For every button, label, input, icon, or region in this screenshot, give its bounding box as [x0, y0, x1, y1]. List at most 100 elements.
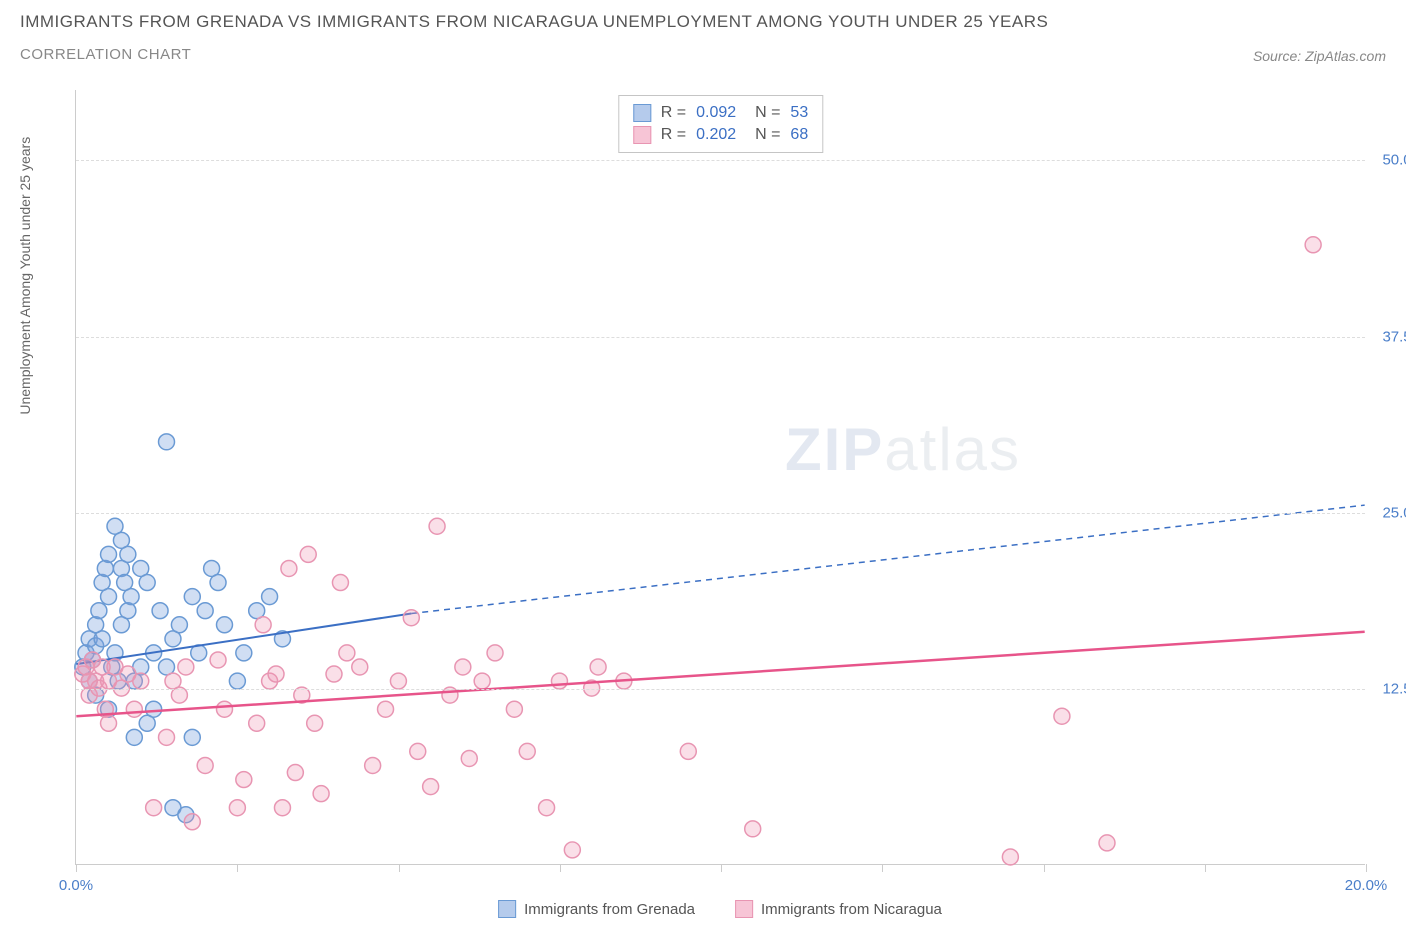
scatter-point: [146, 800, 162, 816]
scatter-point: [474, 673, 490, 689]
source-attribution: Source: ZipAtlas.com: [1253, 48, 1386, 64]
x-tick-label: 20.0%: [1345, 877, 1388, 894]
r-label: R =: [661, 126, 686, 144]
scatter-point: [184, 589, 200, 605]
scatter-point: [171, 617, 187, 633]
scatter-point: [352, 659, 368, 675]
scatter-point: [590, 659, 606, 675]
scatter-point: [152, 603, 168, 619]
scatter-point: [159, 434, 175, 450]
scatter-point: [210, 652, 226, 668]
n-value: 53: [790, 104, 808, 122]
x-tick: [560, 864, 561, 872]
scatter-point: [94, 631, 110, 647]
scatter-point: [506, 701, 522, 717]
y-tick-label: 25.0%: [1370, 504, 1406, 521]
y-tick-label: 50.0%: [1370, 152, 1406, 169]
scatter-point: [197, 758, 213, 774]
scatter-point: [365, 758, 381, 774]
scatter-point: [313, 786, 329, 802]
r-value: 0.092: [696, 104, 736, 122]
x-tick-label: 0.0%: [59, 877, 93, 894]
scatter-point: [378, 701, 394, 717]
x-tick: [1205, 864, 1206, 872]
scatter-point: [410, 743, 426, 759]
scatter-point: [101, 589, 117, 605]
legend: Immigrants from Grenada Immigrants from N…: [498, 900, 942, 918]
legend-item: Immigrants from Grenada: [498, 900, 695, 918]
scatter-point: [217, 617, 233, 633]
scatter-point: [455, 659, 471, 675]
scatter-point: [551, 673, 567, 689]
stats-row: R = 0.202 N = 68: [633, 124, 808, 146]
x-tick: [1044, 864, 1045, 872]
scatter-point: [249, 715, 265, 731]
scatter-point: [123, 589, 139, 605]
legend-swatch: [498, 900, 516, 918]
grid-line: [76, 337, 1365, 338]
scatter-point: [262, 589, 278, 605]
chart-container: Unemployment Among Youth under 25 years …: [55, 90, 1385, 890]
x-tick: [721, 864, 722, 872]
x-tick: [399, 864, 400, 872]
scatter-point: [461, 750, 477, 766]
scatter-plot-svg: [76, 90, 1365, 864]
trend-line-extrapolated: [411, 505, 1364, 613]
scatter-point: [300, 546, 316, 562]
scatter-point: [487, 645, 503, 661]
scatter-point: [1002, 849, 1018, 865]
x-tick: [882, 864, 883, 872]
grid-line: [76, 513, 1365, 514]
series-swatch: [633, 126, 651, 144]
scatter-point: [307, 715, 323, 731]
scatter-point: [339, 645, 355, 661]
plot-area: ZIPatlas R = 0.092 N = 53R = 0.202 N = 6…: [75, 90, 1365, 865]
x-tick: [1366, 864, 1367, 872]
scatter-point: [539, 800, 555, 816]
grid-line: [76, 689, 1365, 690]
scatter-point: [281, 560, 297, 576]
chart-title: Immigrants from Grenada vs Immigrants fr…: [20, 12, 1386, 32]
x-tick: [237, 864, 238, 872]
scatter-point: [97, 560, 113, 576]
legend-label: Immigrants from Nicaragua: [761, 901, 942, 918]
scatter-point: [197, 603, 213, 619]
chart-subtitle: Correlation Chart: [20, 46, 1386, 63]
scatter-point: [429, 518, 445, 534]
scatter-point: [519, 743, 535, 759]
scatter-point: [101, 715, 117, 731]
series-swatch: [633, 104, 651, 122]
scatter-point: [101, 546, 117, 562]
scatter-point: [1054, 708, 1070, 724]
scatter-point: [229, 673, 245, 689]
scatter-point: [403, 610, 419, 626]
scatter-point: [287, 765, 303, 781]
scatter-point: [178, 659, 194, 675]
scatter-point: [274, 800, 290, 816]
scatter-point: [255, 617, 271, 633]
scatter-point: [332, 575, 348, 591]
scatter-point: [126, 701, 142, 717]
scatter-point: [120, 603, 136, 619]
scatter-point: [745, 821, 761, 837]
n-label: N =: [746, 104, 780, 122]
x-tick: [76, 864, 77, 872]
stats-row: R = 0.092 N = 53: [633, 102, 808, 124]
scatter-point: [423, 779, 439, 795]
scatter-point: [1305, 237, 1321, 253]
scatter-point: [236, 772, 252, 788]
scatter-point: [126, 729, 142, 745]
legend-label: Immigrants from Grenada: [524, 901, 695, 918]
y-axis-label: Unemployment Among Youth under 25 years: [17, 137, 33, 415]
scatter-point: [217, 701, 233, 717]
n-value: 68: [790, 126, 808, 144]
n-label: N =: [746, 126, 780, 144]
r-label: R =: [661, 104, 686, 122]
scatter-point: [229, 800, 245, 816]
scatter-point: [390, 673, 406, 689]
scatter-point: [184, 814, 200, 830]
correlation-stats-box: R = 0.092 N = 53R = 0.202 N = 68: [618, 95, 823, 153]
y-tick-label: 37.5%: [1370, 328, 1406, 345]
y-tick-label: 12.5%: [1370, 680, 1406, 697]
scatter-point: [146, 701, 162, 717]
